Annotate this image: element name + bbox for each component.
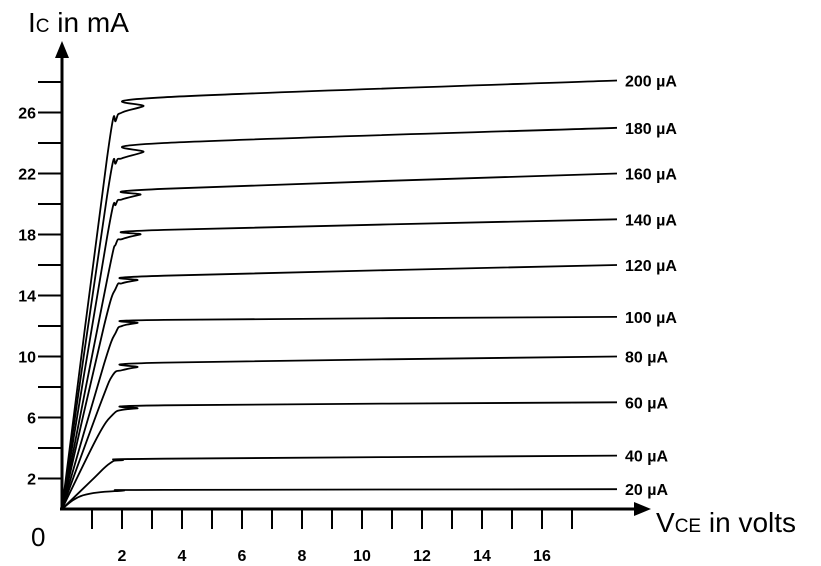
ticks — [38, 81, 573, 529]
curve-5 — [61, 264, 618, 510]
x-tick-label: 6 — [238, 548, 247, 565]
x-axis-arrowhead — [634, 502, 651, 516]
y-tick-label: 26 — [18, 106, 36, 123]
curve-label: 160 µA — [625, 167, 677, 184]
curve-4 — [61, 316, 618, 510]
curve-labels: 20 µA 40 µA 60 µA 80 µA 100 µA 120 µA 140 µA 16… — [625, 73, 677, 499]
x-tick-label: 10 — [353, 548, 371, 565]
curve-label: 140 µA — [625, 212, 677, 229]
curve-label: 40 µA — [625, 449, 668, 466]
x-tick-label: 14 — [473, 548, 491, 565]
curve-label: 200 µA — [625, 73, 677, 90]
y-tick-label: 22 — [18, 167, 36, 184]
curves — [61, 79, 618, 510]
curve-label: 180 µA — [625, 121, 677, 138]
curve-7 — [61, 172, 618, 510]
y-tick-label: 10 — [18, 350, 36, 367]
origin-label: 0 — [31, 522, 45, 552]
x-tick-label: 16 — [533, 548, 551, 565]
x-tick-label: 12 — [413, 548, 431, 565]
y-tick-label: 14 — [18, 289, 36, 306]
curve-label: 20 µA — [625, 482, 668, 499]
curve-9 — [61, 79, 618, 510]
x-tick-label: 8 — [298, 548, 307, 565]
y-axis-arrowhead — [55, 41, 69, 58]
curve-2 — [61, 401, 618, 510]
curve-label: 120 µA — [625, 258, 677, 275]
x-axis-title: VCE in volts — [656, 507, 796, 538]
curve-6 — [61, 218, 618, 510]
y-tick-label: 18 — [18, 228, 36, 245]
curve-label: 80 µA — [625, 350, 668, 367]
curve-label: 100 µA — [625, 310, 677, 327]
y-tick-label: 6 — [27, 411, 36, 428]
x-tick-label: 4 — [178, 548, 187, 565]
y-tick-label: 2 — [27, 472, 36, 489]
curve-3 — [61, 355, 618, 510]
curve-8 — [61, 126, 618, 510]
x-tick-label: 2 — [118, 548, 127, 565]
curve-0 — [61, 488, 618, 510]
curve-1 — [61, 454, 618, 510]
axes — [55, 41, 651, 516]
y-axis-title: IC in mA — [28, 7, 129, 38]
curve-label: 60 µA — [625, 395, 668, 412]
